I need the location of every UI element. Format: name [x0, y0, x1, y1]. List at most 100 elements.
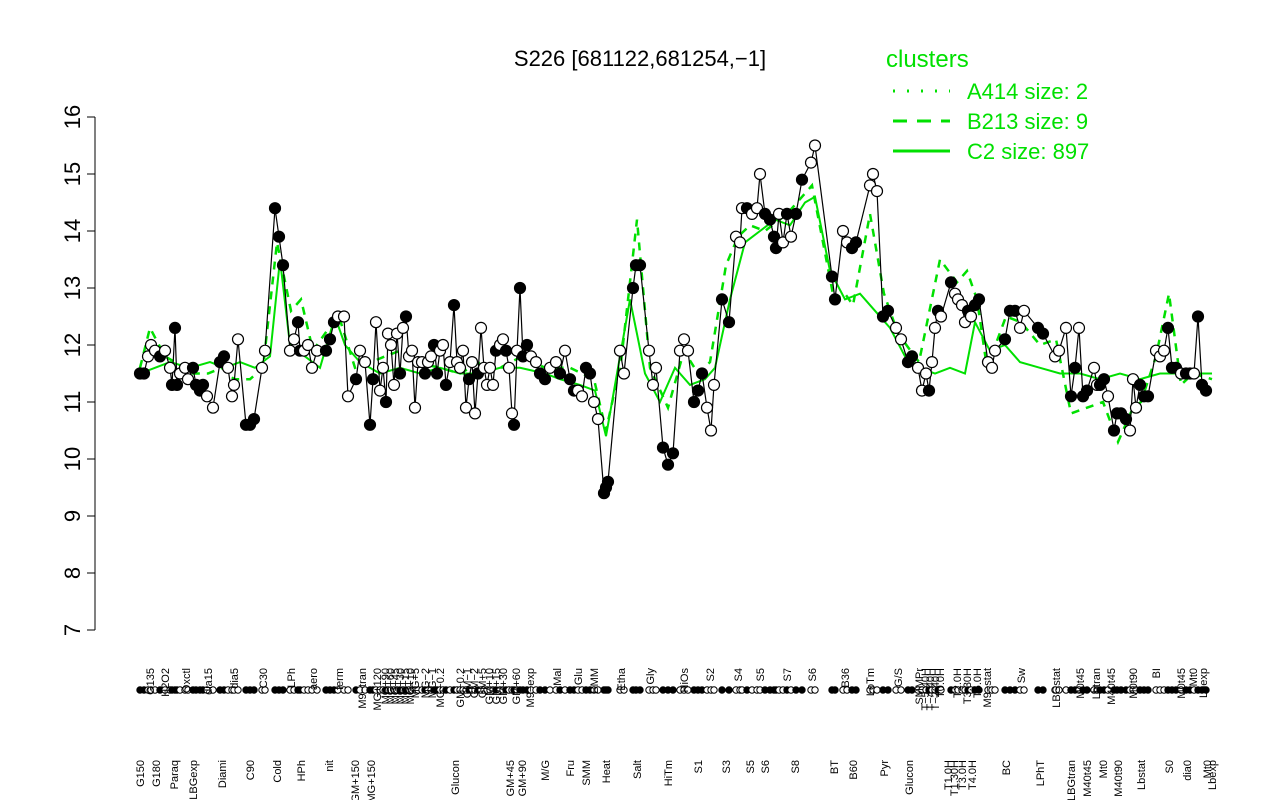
data-point [369, 316, 383, 329]
data-point [468, 407, 482, 420]
data-point [722, 316, 736, 329]
x-tick-label: G/S [893, 668, 905, 687]
x-tick-label: MG+15 [400, 668, 412, 704]
x-tick-label: BC [1001, 760, 1013, 775]
x-tick-label: M9−exp [525, 668, 537, 707]
data-point [642, 344, 656, 357]
legend-label: A414 size: 2 [967, 79, 1088, 104]
data-point [549, 356, 563, 369]
data-point [934, 310, 948, 323]
strip-marker [636, 686, 644, 694]
x-tick-label: T4.0H [967, 760, 979, 790]
data-point [763, 213, 777, 226]
data-point [1191, 310, 1205, 323]
data-point [601, 475, 615, 488]
data-point [925, 356, 939, 369]
data-point [784, 230, 798, 243]
data-point [387, 378, 401, 391]
data-point [1101, 390, 1115, 403]
strip-marker [1039, 686, 1047, 694]
data-point [459, 401, 473, 414]
data-points [133, 139, 1213, 500]
y-tick-label: 11 [60, 391, 85, 414]
data-point [1119, 413, 1133, 426]
x-tick-label: MG+120 [372, 668, 384, 711]
x-tick-label: Gly [645, 668, 657, 685]
x-tick-label: S7 [782, 668, 794, 681]
data-point [964, 310, 978, 323]
data-point [1107, 424, 1121, 437]
data-point [767, 230, 781, 243]
x-tick-label: M9−stat [982, 668, 994, 707]
strip-marker [604, 686, 612, 694]
x-tick-label: S1 [693, 760, 705, 773]
strip-marker [1144, 686, 1152, 694]
chart-title: S226 [681122,681254,−1] [514, 46, 766, 71]
x-tick-label: Lbexp [1207, 760, 1219, 790]
y-tick-label: 8 [60, 567, 85, 579]
y-tick-label: 13 [60, 276, 85, 300]
x-tick-label: MG+30 [395, 668, 407, 704]
data-point [276, 259, 290, 272]
data-point [894, 333, 908, 346]
data-point [393, 367, 407, 380]
x-tick-label: HPh [296, 760, 308, 781]
data-point [998, 333, 1012, 346]
strip-marker [313, 686, 321, 694]
data-point [1141, 390, 1155, 403]
data-point [200, 390, 214, 403]
data-point [513, 281, 527, 295]
data-point [1129, 401, 1143, 414]
data-point [255, 361, 269, 374]
x-tick-label: Glucon [450, 760, 462, 795]
x-tick-label: H2O2 [160, 668, 172, 697]
legend-label: B213 size: 9 [967, 109, 1088, 134]
data-point [583, 367, 597, 380]
data-point [828, 293, 842, 306]
strip-marker [1055, 686, 1063, 694]
data-point [1059, 321, 1073, 334]
data-point [227, 378, 241, 391]
data-point [1080, 384, 1094, 397]
x-tick-label: Fru [565, 760, 577, 777]
x-tick-label: S5 [745, 760, 757, 773]
y-tick-label: 15 [60, 162, 85, 186]
x-tick-label: SMM [581, 760, 593, 786]
x-tick-label: GM+30 [498, 668, 510, 704]
x-tick-label: Mt0 [1188, 668, 1200, 686]
x-tick-label: S4 [733, 668, 745, 681]
data-point [418, 367, 432, 380]
strip-marker [811, 686, 819, 694]
data-point [496, 333, 510, 346]
data-point [520, 338, 534, 352]
x-tick-label: LBGstat [1051, 668, 1063, 708]
data-point [465, 356, 479, 369]
data-point [323, 333, 337, 346]
data-point [753, 167, 767, 181]
data-point [1133, 378, 1147, 391]
data-point [225, 390, 239, 403]
data-point [666, 447, 680, 460]
strip-marker [991, 686, 999, 694]
x-tick-label: LPh [286, 668, 298, 688]
data-point [825, 270, 839, 283]
strip-marker [975, 686, 983, 694]
data-point [695, 367, 709, 380]
data-point [366, 373, 380, 386]
strip-marker [937, 686, 945, 694]
data-point [499, 344, 513, 357]
x-tick-label: Lbexp [1198, 668, 1210, 698]
data-point [1072, 321, 1086, 334]
strip-marker [884, 686, 892, 694]
x-tick-label: Lbstat [1136, 760, 1148, 790]
strip-marker [1020, 686, 1028, 694]
data-point [349, 373, 363, 386]
data-point [613, 344, 627, 357]
x-tick-label: T−4.40H [925, 668, 937, 711]
strip-marker [344, 686, 352, 694]
x-tick-label: GM+15 [491, 668, 503, 704]
data-point [353, 344, 367, 357]
x-tick-label: Diami [217, 760, 229, 788]
x-tick-label: Glucon [904, 760, 916, 795]
x-tick-label: Mt0 [1202, 760, 1214, 778]
